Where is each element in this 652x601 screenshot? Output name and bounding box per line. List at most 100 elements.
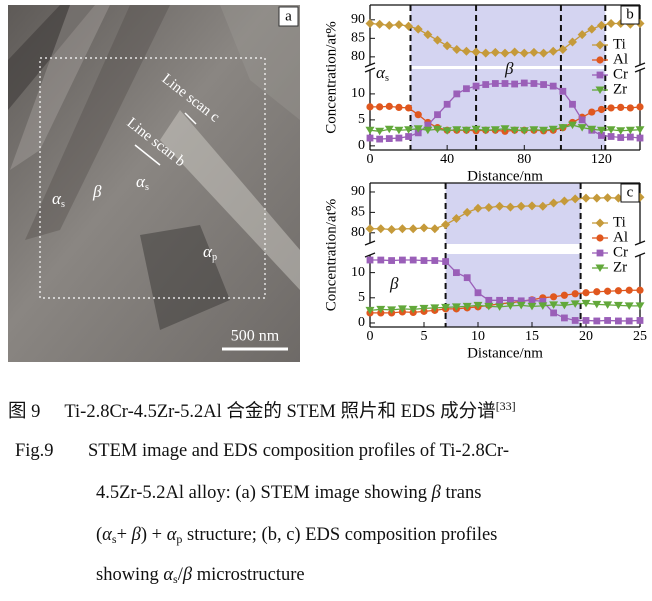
marker xyxy=(491,80,499,87)
marker xyxy=(366,103,374,111)
legend-marker xyxy=(596,56,604,64)
annotation-text: α xyxy=(52,189,62,208)
marker xyxy=(395,134,403,142)
marker xyxy=(384,125,394,134)
marker xyxy=(375,127,385,136)
marker xyxy=(604,317,611,324)
caption-en-label: Fig.9 xyxy=(15,441,54,461)
marker xyxy=(617,103,625,112)
marker xyxy=(404,126,414,134)
annotation: αs xyxy=(376,63,389,85)
legend-label: Zr xyxy=(613,81,627,97)
marker xyxy=(365,306,375,315)
marker xyxy=(558,124,568,132)
marker xyxy=(626,104,634,112)
marker xyxy=(484,202,494,212)
legend-marker xyxy=(596,249,604,257)
marker xyxy=(636,134,644,142)
annotation-text: β xyxy=(389,274,399,293)
photo xyxy=(8,5,300,362)
texture xyxy=(10,5,110,170)
marker xyxy=(625,126,635,135)
marker xyxy=(550,293,558,301)
marker xyxy=(482,81,490,88)
caption-run: s xyxy=(173,572,178,586)
arrow xyxy=(134,144,161,166)
marker xyxy=(474,289,482,297)
marker xyxy=(501,80,509,87)
caption-run: β xyxy=(182,565,193,585)
marker xyxy=(452,126,462,134)
marker xyxy=(404,104,413,112)
marker xyxy=(577,30,587,40)
annotation: β xyxy=(504,59,514,78)
legend-marker xyxy=(596,234,604,242)
marker xyxy=(442,41,452,51)
legend-label: Al xyxy=(613,229,628,245)
marker xyxy=(615,317,622,325)
axis-break-gap xyxy=(370,66,640,69)
legend-label: Ti xyxy=(613,214,626,230)
marker xyxy=(559,301,569,310)
marker xyxy=(473,301,483,310)
x-tick-label: 0 xyxy=(367,329,374,344)
marker xyxy=(636,317,644,324)
marker xyxy=(461,126,471,135)
annotation-sub: s xyxy=(385,73,389,84)
marker xyxy=(592,300,602,309)
marker xyxy=(461,46,471,56)
marker xyxy=(597,105,606,114)
marker xyxy=(452,44,462,54)
marker xyxy=(510,47,520,57)
marker xyxy=(582,317,590,324)
annotation: β xyxy=(92,182,102,201)
marker xyxy=(397,305,407,313)
marker xyxy=(366,256,374,264)
marker xyxy=(387,225,397,235)
caption-run: STEM image and EDS composition profiles … xyxy=(88,441,510,461)
marker xyxy=(408,305,418,314)
marker xyxy=(625,286,633,294)
marker xyxy=(481,126,491,135)
y-tick-label: 10 xyxy=(351,86,365,101)
marker xyxy=(540,81,547,88)
marker xyxy=(519,127,529,135)
marker xyxy=(377,256,385,264)
marker xyxy=(430,304,440,312)
marker xyxy=(414,129,422,137)
y-tick-label: 10 xyxy=(351,265,365,280)
panel-box xyxy=(620,5,640,25)
axis-frame xyxy=(634,67,646,73)
caption-run: β xyxy=(131,525,141,545)
chart: 0 5 10 15 20 25 0 5 10 80 85 90 Distance/nm Concentra… xyxy=(323,182,647,361)
marker xyxy=(472,82,480,90)
marker xyxy=(505,202,515,212)
marker xyxy=(538,302,548,310)
axis-frame xyxy=(364,252,376,258)
marker xyxy=(405,133,412,140)
marker xyxy=(616,127,626,135)
caption-ref: [33] xyxy=(495,399,516,413)
marker xyxy=(603,193,613,203)
marker xyxy=(463,85,470,93)
panel-label: a xyxy=(285,8,292,24)
y-tick-label: 5 xyxy=(358,290,365,305)
legend-label: Zr xyxy=(613,259,627,275)
marker xyxy=(549,301,559,309)
annotation-text: β xyxy=(504,59,514,78)
marker xyxy=(413,24,423,34)
caption-run: + xyxy=(116,525,132,545)
marker xyxy=(587,24,597,34)
marker xyxy=(548,46,558,56)
marker xyxy=(473,203,483,213)
marker xyxy=(587,125,597,134)
marker xyxy=(588,108,596,116)
marker xyxy=(399,256,406,264)
marker xyxy=(561,314,568,322)
marker xyxy=(607,133,615,140)
marker xyxy=(569,100,576,108)
caption-run: β xyxy=(431,483,441,503)
marker xyxy=(593,317,601,325)
marker xyxy=(606,19,616,29)
